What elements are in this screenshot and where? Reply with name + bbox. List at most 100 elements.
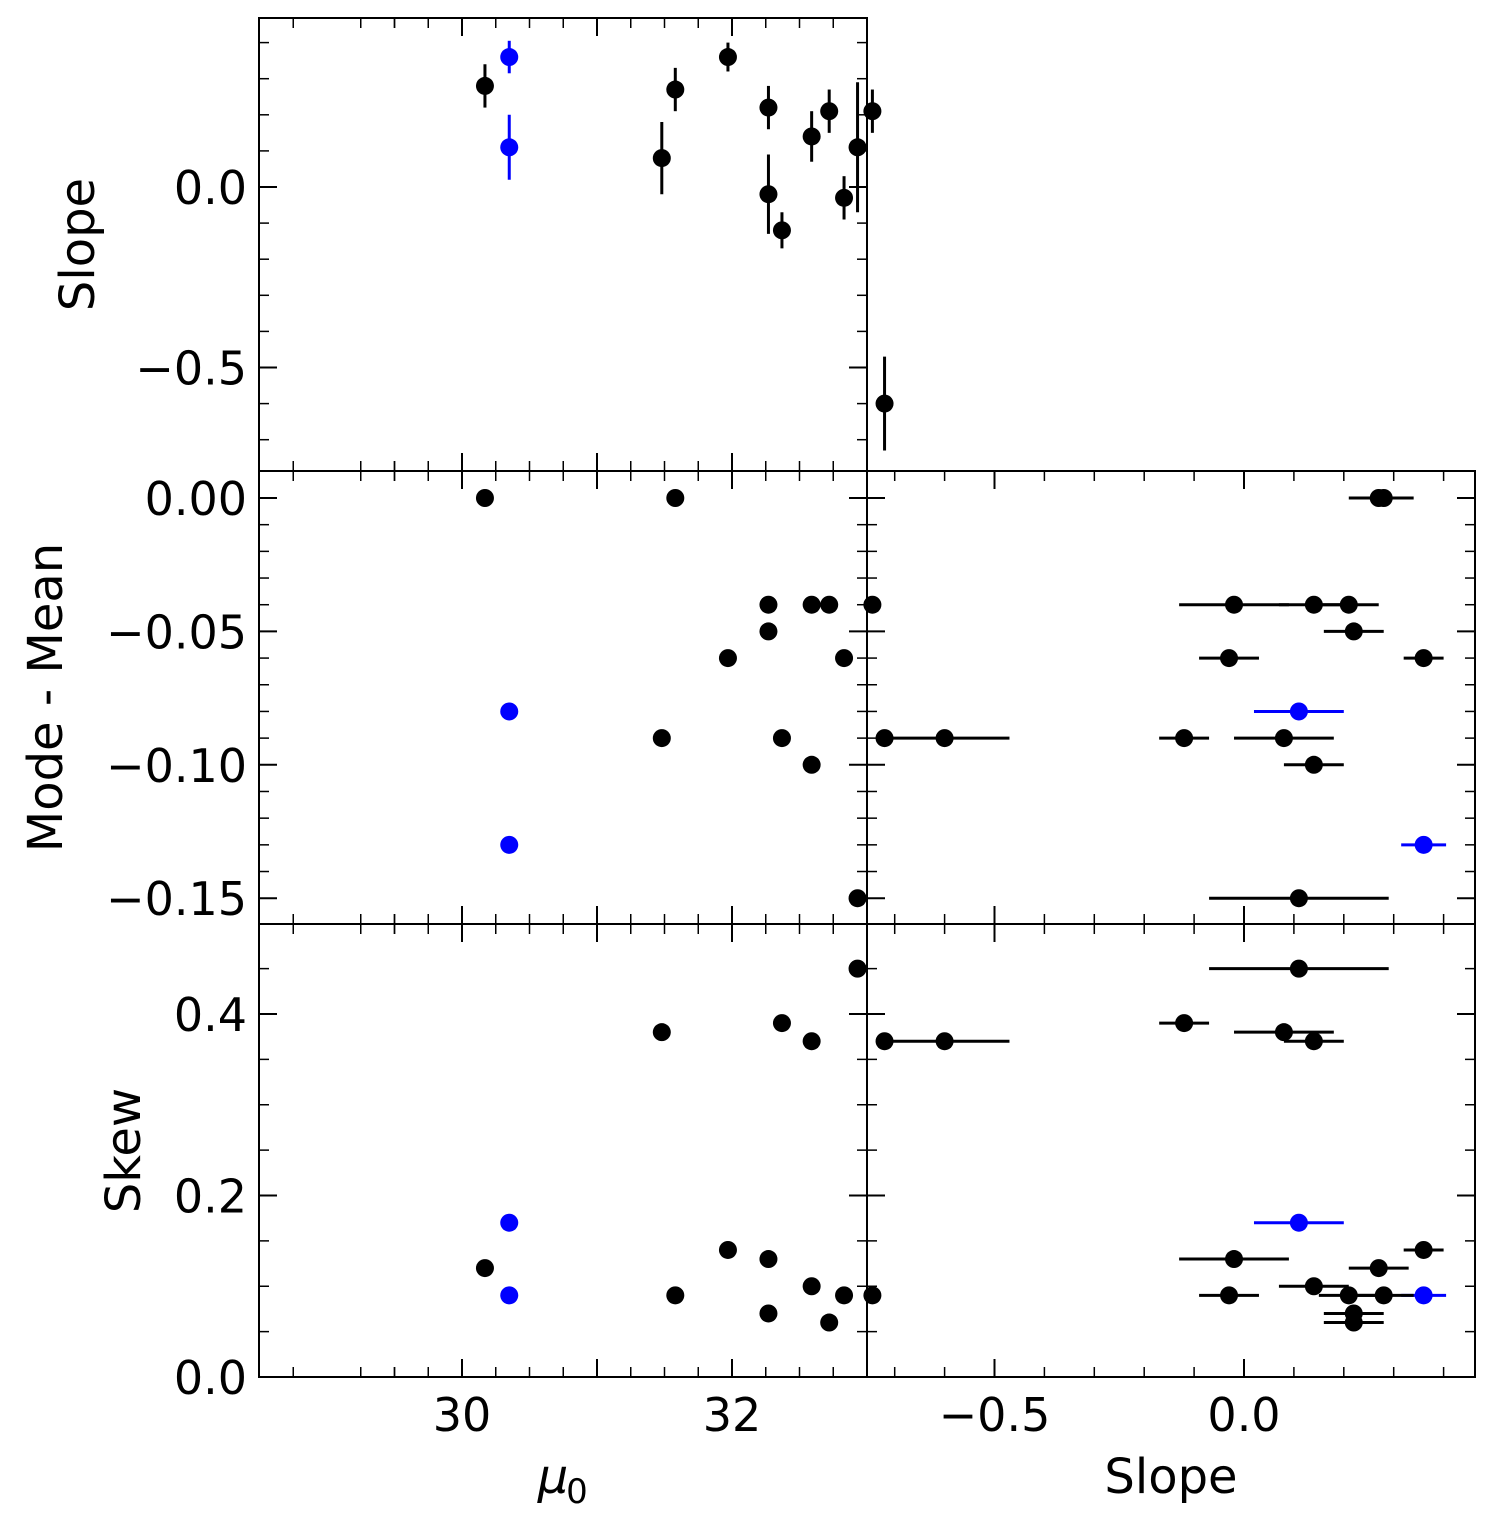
x-tick-label: −0.5 [939,1388,1051,1442]
x-tick-label: 32 [703,1388,762,1442]
data-point [802,595,821,614]
data-point [802,127,821,146]
y-tick-label: 0.2 [174,1170,247,1224]
data-point [802,1277,821,1296]
data-point [1304,595,1323,614]
x-axis-label-subscript: 0 [566,1472,588,1512]
y-tick-label: −0.5 [135,342,247,396]
data-point [1220,649,1239,668]
data-point [759,622,778,641]
panel-p1: 0.0 −0.5 Slope [50,17,894,472]
data-point [1289,959,1308,978]
data-point [718,48,737,67]
y-axis-label: Mode - Mean [18,543,74,852]
x-axis-label: μ [537,1449,569,1505]
y-tick-label: 0.0 [174,1351,247,1405]
data-point [1220,1286,1239,1305]
data-point [848,889,867,908]
panel-frame [866,470,1476,925]
data-point [863,102,882,121]
data-point [652,149,671,168]
data-point [475,76,494,95]
data-point [666,80,685,99]
data-point [500,1286,519,1305]
data-point [652,1023,671,1042]
data-point [1225,1250,1244,1269]
data-point [718,649,737,668]
data-point [1344,1313,1363,1332]
data-point [759,595,778,614]
data-point [1369,489,1388,507]
data-point [1414,649,1433,668]
data-point [1414,835,1433,854]
data-point [1339,595,1358,614]
y-tick-label: 0.4 [174,988,247,1042]
data-point [820,595,839,614]
data-point [1339,1286,1358,1305]
data-point [835,1286,854,1305]
data-point [759,185,778,204]
data-point [802,755,821,774]
data-point [500,702,519,721]
data-point [935,729,954,748]
data-point [820,102,839,121]
x-axis-label: Slope [1104,1449,1237,1505]
data-point [1225,595,1244,614]
data-point [1374,1286,1393,1305]
data-point [718,1240,737,1259]
y-tick-label: 0.00 [145,472,247,526]
data-point [475,1259,494,1278]
data-point [848,138,867,157]
data-point [772,729,791,748]
data-point [1344,622,1363,641]
panel-p3: 0.0 0.2 0.4 30 32 Skew μ0 [96,923,894,1512]
data-point [1304,1277,1323,1296]
data-point [835,649,854,668]
data-point [759,1304,778,1323]
y-axis-label: Skew [96,1088,152,1213]
panel-p2: 0.00 −0.05 −0.10 −0.15 Mode - Mean [18,470,894,926]
data-point [1274,1023,1293,1042]
y-tick-label: −0.10 [106,739,247,793]
data-point [1175,1014,1194,1033]
data-point [652,729,671,748]
data-point [1414,1240,1433,1259]
y-tick-label: 0.0 [174,161,247,215]
data-point [1289,702,1308,721]
data-point [820,1313,839,1332]
data-point [1414,1286,1433,1305]
data-point [772,1014,791,1033]
data-point [772,221,791,240]
data-point [1289,1213,1308,1232]
data-point [475,489,494,507]
data-point [1289,889,1308,908]
data-point [1369,1259,1388,1278]
data-point [666,1286,685,1305]
data-point [500,138,519,157]
y-tick-label: −0.15 [106,872,247,926]
panel-frame [258,470,868,925]
data-point [1274,729,1293,748]
y-axis-label: Slope [50,178,106,311]
x-tick-label: 0.0 [1207,1388,1280,1442]
y-tick-label: −0.05 [106,605,247,659]
data-point [666,489,685,507]
x-tick-label: 30 [433,1388,492,1442]
data-point [848,959,867,978]
data-point [759,98,778,117]
data-point [802,1032,821,1051]
panel-p5: −0.5 0.0 Slope [866,923,1476,1505]
data-point [1304,1032,1323,1051]
panel-frame [258,17,868,472]
panel-p4 [866,470,1476,925]
data-point [500,835,519,854]
data-point [875,394,894,413]
data-point [500,1213,519,1232]
data-point [1175,729,1194,748]
data-point [500,48,519,67]
data-point [835,188,854,207]
panel-frame [866,923,1476,1378]
data-point [759,1250,778,1269]
data-point [1304,755,1323,774]
